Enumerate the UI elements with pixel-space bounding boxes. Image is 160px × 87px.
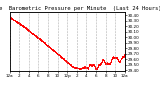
Title: Milwaukee  Barometric Pressure per Minute  (Last 24 Hours): Milwaukee Barometric Pressure per Minute… — [0, 6, 160, 11]
